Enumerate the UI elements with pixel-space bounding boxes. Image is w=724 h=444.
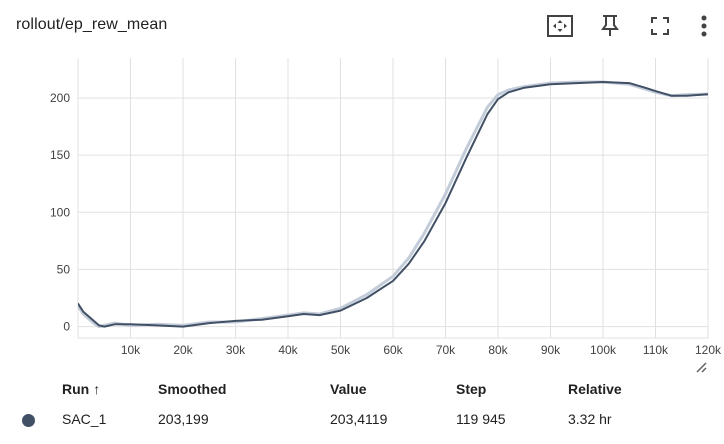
y-tick-label: 100 — [50, 205, 70, 219]
row-smoothed: 203,199 — [158, 411, 209, 427]
y-tick-label: 50 — [57, 262, 71, 276]
header-relative[interactable]: Relative — [568, 381, 622, 397]
line-chart[interactable]: 0 50 100 150 200 10k 20k 30k 40k 50k 60k 70k 80k 90k 1… — [0, 52, 724, 370]
card-title: rollout/ep_rew_mean — [16, 16, 168, 33]
fit-to-data-button[interactable] — [542, 10, 578, 42]
x-tick-label: 100k — [590, 343, 617, 357]
x-tick-label: 20k — [173, 343, 193, 357]
more-options-button[interactable] — [692, 10, 716, 42]
x-tick-label: 40k — [278, 343, 298, 357]
x-tick-label: 60k — [383, 343, 403, 357]
card-toolbar — [528, 10, 716, 42]
pin-button[interactable] — [592, 10, 628, 42]
series-line-smoothed — [78, 81, 708, 328]
fullscreen-icon — [651, 17, 669, 35]
header-value[interactable]: Value — [330, 381, 367, 397]
header-run[interactable]: Run ↑ — [62, 381, 100, 397]
run-color-dot — [22, 414, 35, 427]
more-vert-icon — [701, 15, 707, 37]
x-tick-label: 70k — [436, 343, 456, 357]
chart-svg[interactable]: 0 50 100 150 200 10k 20k 30k 40k 50k 60k 70k 80k 90k 1… — [0, 52, 724, 370]
pin-icon — [601, 15, 619, 36]
x-tick-label: 10k — [121, 343, 141, 357]
header-smoothed[interactable]: Smoothed — [158, 381, 227, 397]
row-relative: 3.32 hr — [568, 411, 612, 427]
sort-arrow-icon: ↑ — [93, 381, 101, 397]
x-tick-label: 120k — [695, 343, 722, 357]
x-tick-label: 30k — [226, 343, 246, 357]
row-value: 203,4119 — [330, 411, 388, 427]
row-step: 119 945 — [456, 411, 506, 427]
y-tick-label: 0 — [63, 320, 70, 334]
y-tick-label: 150 — [50, 148, 70, 162]
x-tick-label: 80k — [488, 343, 508, 357]
fit-to-data-icon — [547, 15, 573, 37]
header-run-label: Run — [62, 381, 90, 397]
y-tick-label: 200 — [50, 91, 70, 105]
table-row: SAC_1 203,199 203,4119 119 945 3.32 hr — [0, 404, 724, 434]
x-tick-label: 110k — [643, 343, 669, 357]
row-run: SAC_1 — [62, 411, 107, 427]
runs-table: Run ↑ Smoothed Value Step Relative SAC_1 … — [0, 374, 724, 434]
fullscreen-button[interactable] — [642, 10, 678, 42]
runs-table-header: Run ↑ Smoothed Value Step Relative — [0, 374, 724, 404]
resize-handle-icon[interactable] — [694, 360, 708, 374]
header-step[interactable]: Step — [456, 381, 487, 397]
x-tick-label: 50k — [331, 343, 351, 357]
x-tick-label: 90k — [541, 343, 561, 357]
